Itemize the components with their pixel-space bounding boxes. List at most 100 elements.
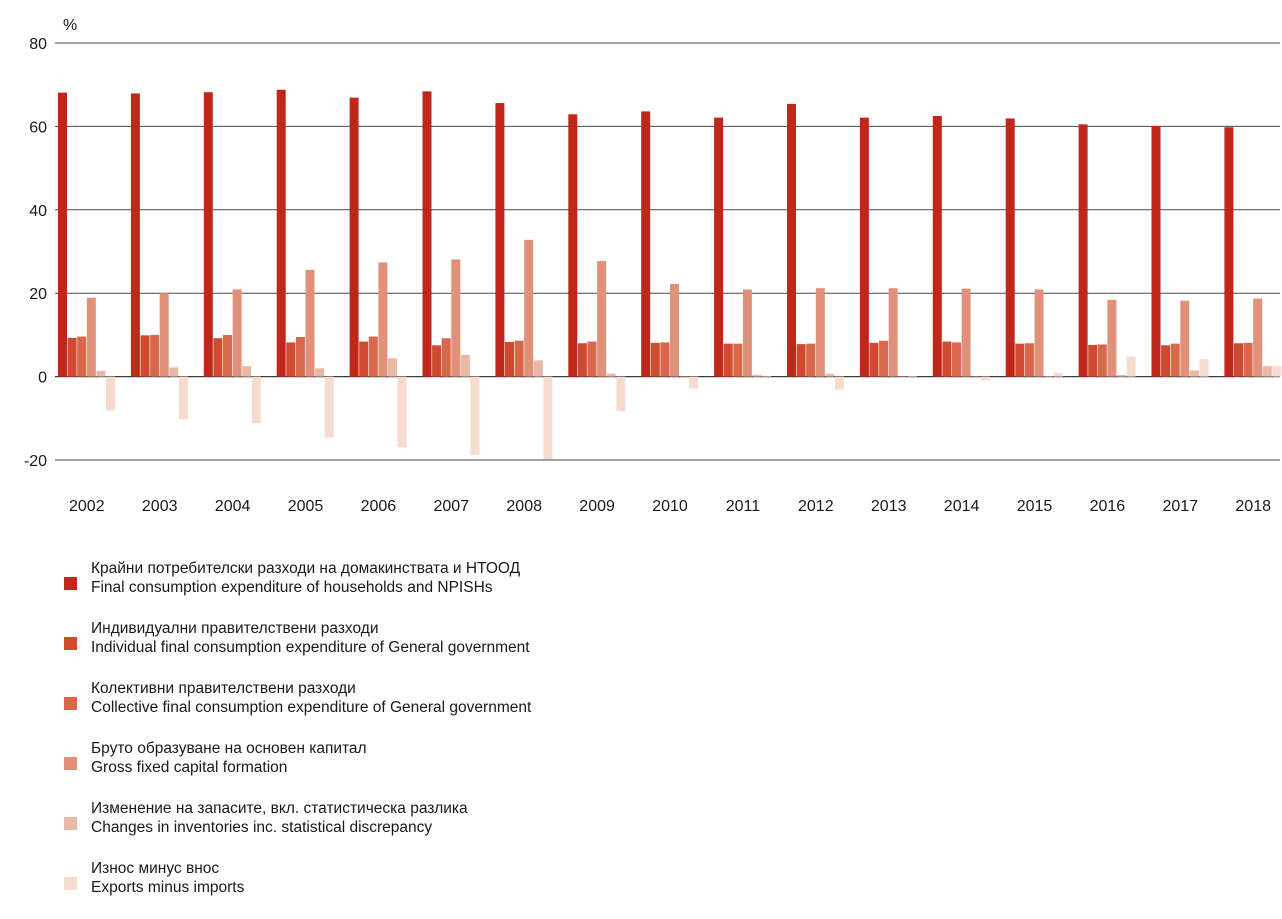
bar-2012-series-2 — [796, 344, 806, 377]
legend-item: Индивидуални правителствени разходи Indiv… — [64, 619, 764, 679]
bar-2014-series-5 — [971, 376, 981, 378]
bar-2011-series-6 — [762, 375, 772, 377]
bar-2012-series-4 — [815, 288, 825, 377]
bar-2008-series-3 — [514, 340, 524, 377]
legend-item: Износ минус внос Exports minus imports — [64, 859, 764, 919]
x-tick-label-2013: 2013 — [871, 498, 907, 515]
legend-label: Износ минус внос Exports minus imports — [91, 859, 244, 897]
bar-group-2016 — [1078, 124, 1136, 377]
bar-group-2011 — [714, 117, 772, 377]
bar-group-2002 — [58, 92, 115, 411]
y-tick-label: 20 — [29, 286, 47, 303]
bar-2016-series-2 — [1088, 344, 1098, 377]
x-tick-label-2010: 2010 — [652, 498, 688, 515]
bar-2011-series-3 — [733, 343, 743, 377]
bar-group-2013 — [859, 117, 917, 378]
bar-group-2012 — [787, 103, 844, 390]
bar-group-2008 — [495, 103, 553, 460]
bar-2009-series-1 — [568, 114, 578, 377]
bar-2013-series-3 — [879, 340, 889, 377]
bar-2013-series-5 — [898, 376, 908, 378]
bar-2014-series-4 — [961, 288, 971, 377]
bar-2009-series-5 — [606, 373, 616, 377]
bar-2008-series-5 — [533, 360, 543, 377]
bar-2004-series-2 — [213, 338, 223, 377]
legend-label-en: Final consumption expenditure of househo… — [91, 579, 493, 596]
bar-2007-series-2 — [432, 345, 442, 377]
bar-group-2006 — [349, 97, 407, 448]
x-tick-label-2006: 2006 — [361, 498, 397, 515]
bar-2017-series-1 — [1151, 125, 1161, 377]
bar-2010-series-5 — [679, 376, 689, 378]
bar-group-2004 — [203, 92, 261, 424]
bar-2006-series-5 — [388, 358, 397, 377]
x-axis-tick-labels: 2002 2003 2004 2005 2006 2007 2008 2009 2010 2011… — [69, 498, 1271, 515]
bar-2005-series-1 — [276, 89, 286, 377]
legend-label-bg: Крайни потребителски разходи на домакинс… — [91, 560, 521, 577]
bar-2015-series-6 — [1053, 372, 1063, 377]
bar-2018-series-5 — [1262, 366, 1272, 377]
legend-label-en: Individual final consumption expenditure… — [91, 639, 530, 656]
bar-2004-series-6 — [251, 376, 261, 424]
bar-2017-series-4 — [1180, 300, 1190, 377]
legend: Крайни потребителски разходи на домакинс… — [64, 559, 764, 919]
bar-2002-series-4 — [86, 297, 96, 377]
legend-label-en: Collective final consumption expenditure… — [91, 699, 532, 716]
y-tick-label: 40 — [29, 203, 47, 220]
bar-2013-series-2 — [869, 342, 879, 377]
bar-2016-series-5 — [1117, 374, 1126, 377]
bar-2004-series-4 — [232, 289, 242, 377]
bar-2009-series-4 — [597, 261, 607, 377]
bar-group-2015 — [1005, 118, 1063, 377]
bar-2009-series-3 — [587, 341, 597, 377]
bar-2002-series-3 — [77, 336, 87, 377]
legend-item: Изменение на запасите, вкл. статистическ… — [64, 799, 764, 859]
bar-2014-series-1 — [932, 115, 942, 377]
bar-2015-series-4 — [1034, 289, 1044, 377]
bar-2018-series-3 — [1243, 342, 1253, 377]
bar-2006-series-3 — [368, 336, 378, 377]
bar-group-2009 — [568, 114, 626, 412]
bar-2007-series-5 — [460, 354, 470, 377]
x-tick-label-2018: 2018 — [1235, 498, 1271, 515]
legend-label-bg: Бруто образуване на основен капитал — [91, 740, 367, 757]
bar-2016-series-4 — [1107, 299, 1117, 377]
bar-2018-series-4 — [1253, 298, 1263, 377]
bar-2013-series-4 — [888, 288, 898, 377]
legend-label-bg: Индивидуални правителствени разходи — [91, 620, 379, 637]
bar-2008-series-1 — [495, 103, 505, 377]
bar-2014-series-6 — [980, 376, 990, 381]
legend-swatch — [64, 877, 77, 890]
bar-2014-series-2 — [942, 341, 952, 377]
bar-2010-series-2 — [650, 342, 660, 377]
y-axis-tick-labels: -20 0 20 40 60 80 — [24, 36, 47, 470]
bar-2003-series-5 — [169, 367, 179, 377]
legend-swatch — [64, 577, 77, 590]
bar-2006-series-2 — [359, 341, 369, 377]
y-tick-label: 60 — [29, 119, 47, 136]
bar-2004-series-1 — [203, 92, 213, 377]
legend-swatch — [64, 637, 77, 650]
bar-2010-series-3 — [660, 342, 670, 377]
y-tick-label: 0 — [38, 370, 47, 387]
bar-group-2018 — [1224, 127, 1282, 377]
bar-2009-series-2 — [577, 343, 587, 377]
legend-label: Крайни потребителски разходи на домакинс… — [91, 559, 520, 597]
legend-label-en: Exports minus imports — [91, 879, 245, 896]
bar-2005-series-5 — [315, 368, 325, 377]
bar-2012-series-1 — [787, 103, 796, 377]
x-tick-label-2012: 2012 — [798, 498, 834, 515]
bar-2015-series-3 — [1024, 343, 1034, 377]
legend-label-en: Gross fixed capital formation — [91, 759, 288, 776]
bar-group-2014 — [932, 115, 990, 381]
bar-2013-series-6 — [907, 376, 917, 377]
bar-2011-series-4 — [742, 289, 752, 377]
bar-2013-series-1 — [859, 117, 869, 377]
bar-2007-series-1 — [422, 91, 432, 377]
bar-group-2005 — [276, 89, 334, 438]
x-tick-label-2009: 2009 — [579, 498, 615, 515]
bar-2003-series-1 — [130, 93, 140, 377]
bar-2005-series-2 — [286, 342, 296, 377]
legend-label-bg: Колективни правителствени разходи — [91, 680, 356, 697]
